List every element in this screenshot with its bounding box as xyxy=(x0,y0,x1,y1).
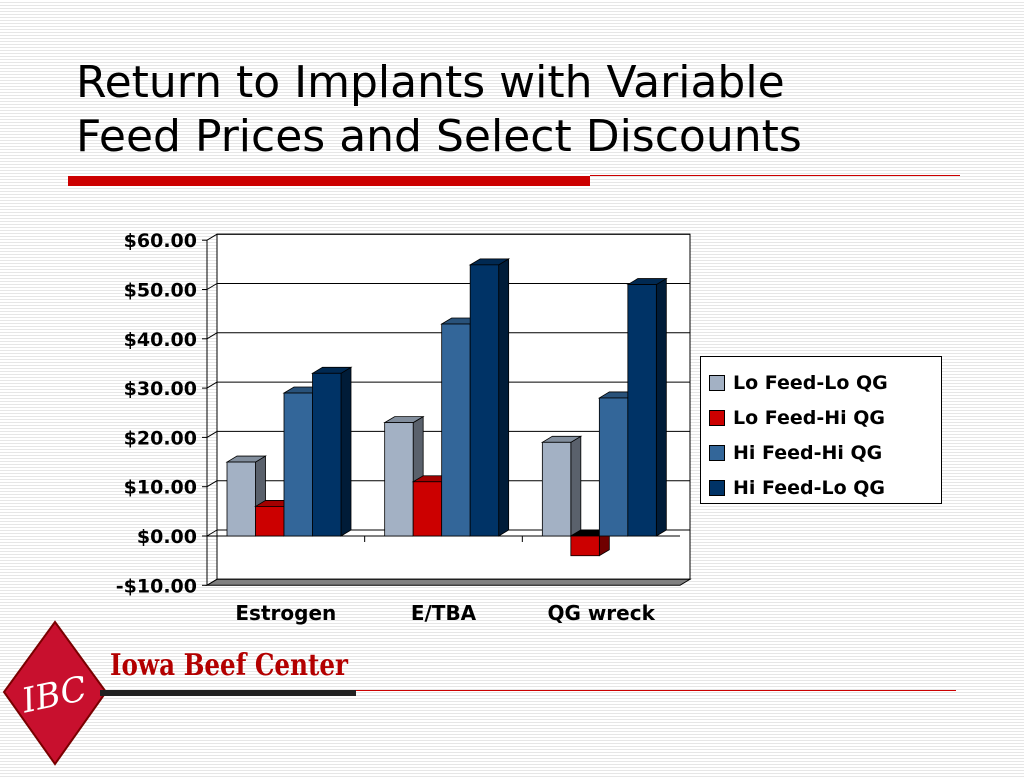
legend-swatch xyxy=(709,374,725,391)
gridline-side xyxy=(206,529,218,537)
y-tick-label: $20.00 xyxy=(124,427,197,449)
bar xyxy=(226,461,256,537)
legend-item: Lo Feed-Hi QG xyxy=(709,400,941,435)
logo-name: Iowa Beef Center xyxy=(110,648,348,683)
footer-line xyxy=(356,690,956,691)
gridline-side xyxy=(206,283,218,290)
legend-label: Hi Feed-Hi QG xyxy=(733,441,883,464)
ibc-logo-diamond: IBC xyxy=(2,620,108,766)
plot-floor xyxy=(205,578,692,586)
title-underline xyxy=(68,176,590,186)
y-tick-label: $60.00 xyxy=(124,230,197,252)
gridline-side xyxy=(206,430,218,438)
x-tick-label: Estrogen xyxy=(235,601,336,625)
y-tick-label: $40.00 xyxy=(124,329,197,351)
gridline-side xyxy=(206,332,218,340)
legend-label: Hi Feed-Lo QG xyxy=(733,476,886,499)
bar xyxy=(469,264,500,537)
legend-item: Hi Feed-Lo QG xyxy=(709,470,941,505)
bar xyxy=(570,535,600,557)
bar xyxy=(441,323,471,537)
gridline-side xyxy=(206,233,218,241)
bar xyxy=(384,422,414,537)
legend-label: Lo Feed-Hi QG xyxy=(733,406,886,429)
legend-label: Lo Feed-Lo QG xyxy=(733,371,888,394)
title-line-2: Feed Prices and Select Discounts xyxy=(76,111,802,162)
x-tick-label: QG wreck xyxy=(547,601,655,625)
x-tick-label: E/TBA xyxy=(411,601,477,625)
logo-bar xyxy=(100,690,356,696)
bar-side xyxy=(340,366,352,537)
y-tick-label: $0.00 xyxy=(137,526,197,548)
y-tick-label: $10.00 xyxy=(124,477,197,499)
legend-item: Lo Feed-Lo QG xyxy=(709,365,941,400)
y-tick-label: -$10.00 xyxy=(116,575,197,597)
slide-title: Return to Implants with Variable Feed Pr… xyxy=(76,56,802,164)
bar-side xyxy=(655,277,667,537)
title-rule xyxy=(590,175,960,176)
bar xyxy=(598,397,629,537)
gridline-side xyxy=(206,480,218,488)
bar xyxy=(412,481,443,537)
y-tick-label: $50.00 xyxy=(124,280,197,302)
bar-side xyxy=(498,258,510,537)
y-tick-label: $30.00 xyxy=(124,378,197,400)
title-line-1: Return to Implants with Variable xyxy=(76,57,785,108)
bar xyxy=(255,506,285,537)
legend-swatch xyxy=(709,444,725,461)
legend-swatch xyxy=(709,479,725,496)
bar xyxy=(627,284,657,537)
legend-item: Hi Feed-Hi QG xyxy=(709,435,941,470)
legend-swatch xyxy=(709,409,725,426)
bar xyxy=(283,392,313,537)
bar xyxy=(312,372,342,537)
bar-side xyxy=(570,435,582,537)
legend: Lo Feed-Lo QG Lo Feed-Hi QG Hi Feed-Hi Q… xyxy=(700,356,942,504)
bar xyxy=(541,441,572,537)
gridline-side xyxy=(206,381,218,389)
